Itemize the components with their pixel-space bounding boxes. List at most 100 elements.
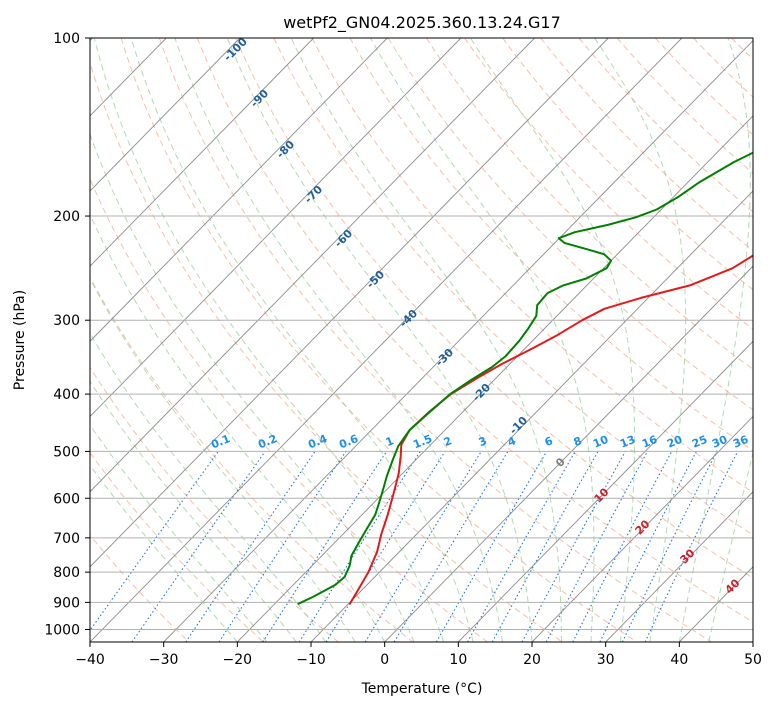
dewpoint-profile-line [297, 151, 753, 605]
mixing-ratio-label: 2 [442, 434, 454, 449]
plot-frame [89, 37, 754, 643]
mixing-ratio-label: 1 [384, 434, 396, 449]
x-tick-label: 0 [380, 652, 389, 668]
isotherm-line [531, 415, 753, 642]
dry-adiabat-label: -40 [397, 307, 420, 330]
x-tick-label: 20 [523, 652, 541, 668]
mixing-ratio-line [599, 451, 697, 642]
dry-adiabat-line [90, 366, 339, 642]
mixing-ratio-line [262, 451, 388, 642]
dry-adiabat-line [196, 38, 753, 623]
x-tick-label: −30 [149, 652, 179, 668]
y-axis-ticks: 1000 900 800 700 600 500 400 300 200 100 [44, 31, 90, 638]
dry-adiabat-label: -70 [302, 183, 325, 206]
mixing-ratio-label: 16 [640, 433, 659, 451]
mixing-ratio-line [393, 451, 509, 642]
mixing-ratio-line [545, 451, 648, 642]
isotherm-line [90, 38, 241, 192]
dry-adiabat-line [273, 38, 753, 536]
moist-adiabat-line [678, 38, 751, 642]
dry-adiabat-line [770, 38, 775, 642]
mixing-ratio-label: 0.6 [337, 432, 360, 451]
isotherm-line [384, 265, 753, 642]
x-tick-label: 30 [597, 652, 615, 668]
dry-adiabat-label: -50 [364, 268, 387, 291]
moist-adiabat-line [90, 277, 356, 642]
x-tick-label: 40 [670, 652, 688, 668]
mixing-ratio-label: 6 [543, 434, 555, 449]
x-tick-label: −10 [296, 652, 326, 668]
moist-adiabat-line [90, 132, 415, 642]
y-tick-label: 800 [53, 565, 80, 581]
isotherm-line [236, 115, 753, 642]
dry-adiabat-label: -90 [248, 87, 271, 110]
mixing-ratio-label: 3 [477, 434, 489, 449]
mixing-ratio-line [467, 451, 576, 642]
moist-adiabat-line [226, 38, 533, 642]
x-tick-label: 10 [449, 652, 467, 668]
dry-adiabat-line [235, 38, 753, 579]
temperature-profile-line [348, 254, 753, 605]
x-tick-label: 50 [744, 652, 762, 668]
dry-adiabat-line [502, 38, 753, 291]
x-tick-label: −20 [223, 652, 253, 668]
dry-adiabat-label: -30 [433, 346, 456, 369]
dry-adiabat-line [311, 38, 753, 494]
isotherm-line [90, 38, 683, 642]
moist-adiabat-line [90, 464, 238, 642]
dry-adiabat-line [693, 38, 753, 98]
dry-adiabat-line [616, 38, 753, 175]
y-tick-label: 200 [53, 209, 80, 225]
dry-adiabat-line [90, 61, 563, 642]
dry-adiabat-line [540, 38, 753, 252]
dry-adiabat-line [90, 451, 264, 642]
dry-adiabat-line [578, 38, 753, 213]
mixing-ratio-line [644, 451, 739, 642]
dry-adiabat-line [349, 38, 753, 452]
y-tick-label: 100 [53, 31, 80, 47]
dry-adiabat-line [425, 38, 753, 370]
moist-adiabat-line [93, 38, 445, 642]
x-axis-label: Temperature (°C) [361, 681, 483, 697]
moist-adiabat-line [469, 38, 636, 642]
isotherm-line [752, 641, 753, 642]
y-tick-label: 900 [53, 595, 80, 611]
mixing-ratio-line [131, 451, 266, 642]
isotherm-line [90, 38, 609, 568]
isotherm-line [457, 340, 753, 642]
mixing-ratio-line [435, 451, 548, 642]
dry-adiabat-line [387, 38, 753, 411]
mixing-ratio-label: 20 [665, 433, 684, 451]
moist-adiabat-line [130, 38, 474, 642]
mixing-ratio-label: 30 [710, 433, 729, 451]
y-tick-label: 300 [53, 313, 80, 329]
dry-adiabat-label: -10 [507, 414, 530, 437]
mixing-ratio-label: 0.4 [306, 432, 329, 451]
mixing-ratio-label: 25 [690, 433, 709, 451]
moist-adiabat-line [708, 450, 753, 642]
dry-adiabat-line [158, 38, 712, 642]
x-axis-ticks: −40 −30 −20 −10 0 10 20 30 40 50 [75, 642, 762, 668]
moist-adiabat-line [90, 380, 297, 642]
moist-adiabat-line [90, 213, 386, 642]
dry-adiabat-line [654, 38, 753, 136]
moist-adiabat-line [594, 38, 687, 642]
isotherm-line [678, 566, 753, 642]
y-axis-label: Pressure (hPa) [12, 290, 28, 390]
y-tick-label: 500 [53, 444, 80, 460]
dry-adiabat-label: -60 [332, 227, 355, 250]
isotherm-line [90, 38, 388, 342]
mixing-ratio-label: 13 [618, 433, 637, 451]
isotherm-line [605, 491, 753, 642]
mixing-ratio-line [491, 451, 599, 642]
mixing-ratio-line [185, 451, 316, 642]
moist-adiabat-line [174, 38, 503, 642]
profile-lines [297, 151, 753, 605]
mixing-ratio-line [621, 451, 718, 642]
moist-adiabat-line [90, 424, 268, 642]
moist-adiabat-line [370, 38, 595, 642]
mixing-ratio-line [521, 451, 626, 642]
moist-adiabat-label: 40 [723, 576, 743, 596]
isotherm-line [90, 38, 535, 493]
mixing-ratio-label: 1.5 [411, 432, 434, 451]
